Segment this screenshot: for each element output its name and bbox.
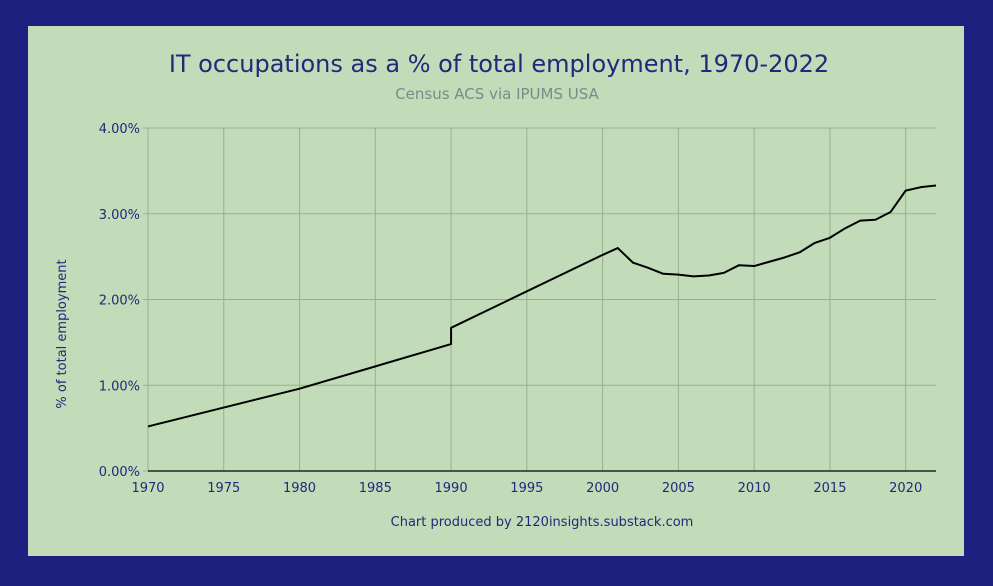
y-tick-label: 2.00% bbox=[99, 294, 140, 309]
y-tick-label: 4.00% bbox=[99, 122, 140, 137]
y-axis-label: % of total employment bbox=[55, 259, 70, 408]
chart-panel: IT occupations as a % of total employmen… bbox=[28, 26, 964, 556]
x-tick-label: 1975 bbox=[207, 481, 240, 496]
x-tick-label: 2010 bbox=[738, 481, 771, 496]
x-tick-label: 2020 bbox=[889, 481, 922, 496]
line-chart: IT occupations as a % of total employmen… bbox=[55, 50, 937, 530]
x-tick-label: 2000 bbox=[586, 481, 619, 496]
x-tick-label: 1970 bbox=[131, 481, 164, 496]
y-tick-label: 3.00% bbox=[99, 208, 140, 223]
chart-subtitle: Census ACS via IPUMS USA bbox=[395, 85, 599, 103]
x-tick-label: 1985 bbox=[359, 481, 392, 496]
y-tick-label: 1.00% bbox=[99, 379, 140, 394]
y-tick-label: 0.00% bbox=[99, 465, 140, 480]
x-tick-label: 1995 bbox=[510, 481, 543, 496]
chart-title: IT occupations as a % of total employmen… bbox=[169, 50, 829, 78]
tick-labels: 0.00% 1.00% 2.00% 3.00% 4.00% 1970 1975 1980 198… bbox=[99, 122, 923, 496]
chart-credit: Chart produced by 2120insights.substack.… bbox=[391, 515, 694, 530]
x-tick-label: 2015 bbox=[813, 481, 846, 496]
x-tick-label: 1990 bbox=[435, 481, 468, 496]
x-tick-label: 1980 bbox=[283, 481, 316, 496]
series-line bbox=[147, 184, 937, 428]
x-tick-label: 2005 bbox=[662, 481, 695, 496]
gridlines bbox=[143, 127, 936, 472]
